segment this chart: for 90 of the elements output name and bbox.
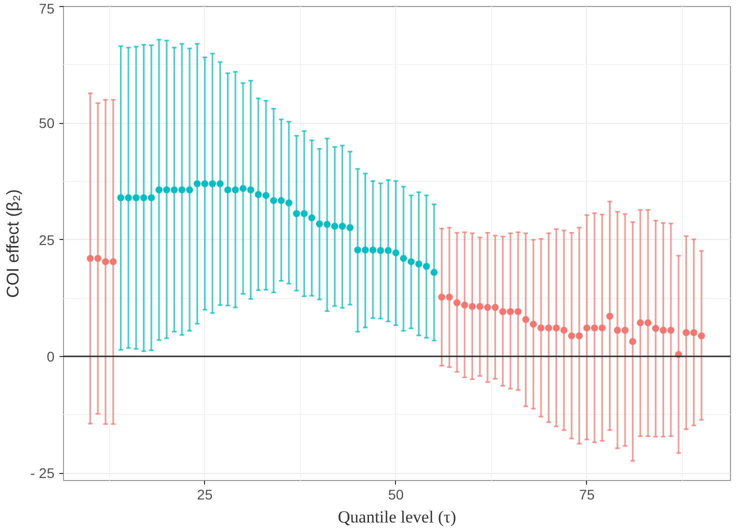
point: [492, 304, 499, 311]
point: [514, 308, 522, 316]
point: [300, 210, 308, 218]
y-tick-label: 75: [38, 0, 55, 16]
y-axis-title: COI effect (β₂): [3, 189, 22, 298]
point: [622, 326, 629, 334]
point: [377, 247, 384, 254]
point: [629, 338, 636, 345]
point: [278, 197, 285, 204]
point: [124, 194, 132, 202]
point: [530, 320, 537, 328]
x-tick-label: 25: [197, 486, 213, 502]
point: [476, 302, 484, 310]
point: [178, 186, 186, 194]
point: [392, 249, 400, 256]
point: [506, 308, 514, 316]
point: [240, 184, 247, 192]
point: [262, 192, 270, 199]
point: [170, 186, 178, 194]
point: [560, 326, 568, 334]
point: [156, 186, 163, 194]
point: [660, 326, 667, 334]
point: [446, 294, 453, 301]
point: [247, 186, 254, 194]
point: [186, 186, 194, 194]
x-tick-label: 75: [579, 486, 595, 502]
point: [316, 220, 323, 228]
point: [698, 332, 705, 340]
point: [102, 258, 110, 266]
y-tick-label: 0: [46, 348, 55, 364]
point: [384, 247, 392, 254]
point: [538, 324, 545, 332]
point: [415, 260, 422, 268]
point: [331, 222, 338, 230]
point: [598, 324, 606, 332]
point: [690, 329, 698, 336]
point: [576, 332, 583, 340]
x-tick-label: 50: [388, 486, 404, 502]
point: [667, 326, 674, 334]
point: [408, 258, 415, 266]
point: [148, 194, 155, 202]
point: [369, 246, 376, 254]
point: [552, 324, 560, 332]
point: [583, 324, 590, 332]
point: [354, 246, 362, 254]
point: [232, 186, 239, 194]
point: [400, 254, 407, 262]
point: [652, 324, 660, 332]
point: [338, 222, 346, 230]
point: [163, 186, 170, 194]
point: [216, 180, 224, 188]
y-tick-label: - 25: [30, 465, 55, 482]
point: [285, 199, 292, 206]
point: [682, 329, 690, 336]
point: [591, 324, 598, 332]
point: [308, 214, 316, 222]
point: [484, 304, 492, 311]
point: [110, 258, 117, 266]
point: [453, 299, 460, 306]
point: [194, 180, 201, 188]
point: [468, 302, 476, 310]
point: [606, 312, 614, 320]
point: [430, 268, 438, 276]
point: [461, 302, 468, 309]
point: [499, 308, 506, 316]
point: [270, 197, 278, 204]
point: [362, 246, 369, 254]
point: [224, 186, 232, 194]
point: [422, 262, 430, 270]
point: [140, 194, 148, 202]
point: [201, 180, 208, 188]
point: [208, 180, 216, 188]
point: [644, 319, 652, 326]
point: [545, 324, 552, 332]
point: [132, 194, 140, 202]
y-tick-label: 50: [38, 115, 55, 132]
y-tick-label: 25: [38, 232, 55, 248]
point: [568, 332, 576, 340]
point: [254, 191, 262, 198]
point: [438, 294, 446, 301]
point: [522, 316, 530, 324]
point: [94, 254, 102, 262]
point: [293, 210, 300, 218]
x-axis-title: Quantile level (τ): [338, 508, 456, 526]
point: [346, 224, 354, 232]
point: [614, 326, 621, 334]
point: [117, 194, 124, 202]
point: [324, 220, 331, 228]
point: [636, 319, 644, 326]
point: [86, 254, 94, 262]
